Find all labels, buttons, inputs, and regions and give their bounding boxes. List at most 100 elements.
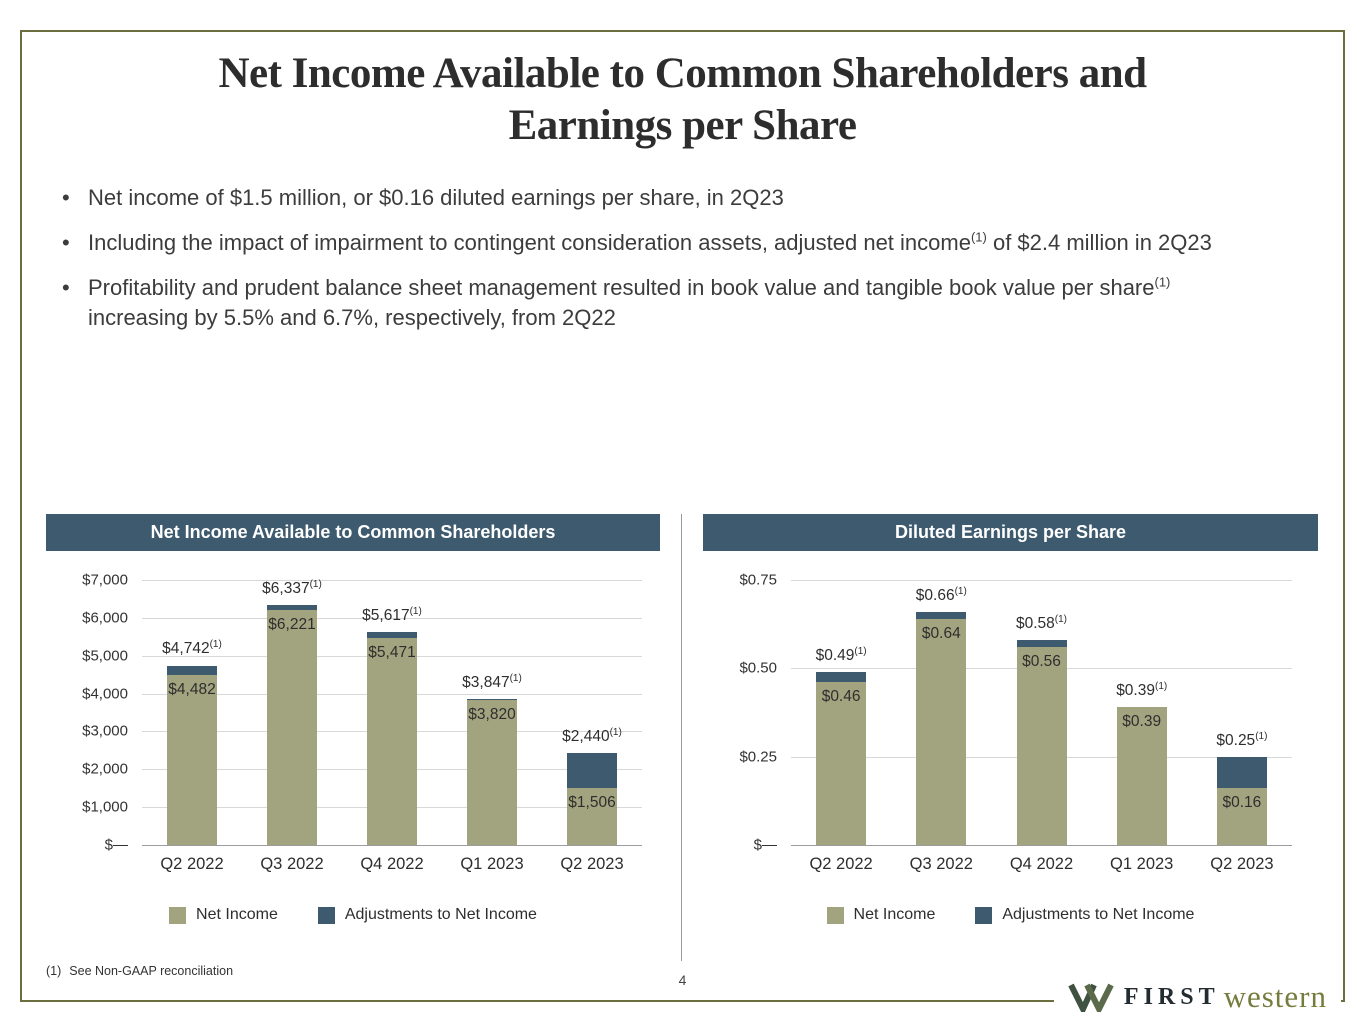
footnote-marker: (1) [854,645,867,657]
adjustments-segment [1216,756,1267,789]
category-label: Q3 2022 [260,855,324,873]
category-label: Q3 2022 [909,855,973,873]
footnote-marker: (1) [1154,274,1171,290]
bullet-item: • Net income of $1.5 million, or $0.16 di… [62,183,1305,213]
bar-segment-label: $0.56 [1022,653,1061,671]
bar-segment-label: $3,820 [468,706,516,724]
category-label: Q2 2023 [1210,855,1274,873]
net-income-chart: $7,000 $6,000 $5,000 $4,000 $3,000 $2,000 $1,0… [46,551,660,903]
charts-row: Net Income Available to Common Sharehold… [46,514,1318,961]
net-income-chart-title: Net Income Available to Common Sharehold… [46,514,660,551]
net-income-chart-panel: Net Income Available to Common Sharehold… [46,514,660,961]
net-income-segment [916,618,967,845]
bullet-dot-icon: • [62,274,70,300]
legend-label: Adjustments to Net Income [1002,906,1195,923]
footnote-marker: (1) [309,578,322,590]
footnote-marker: (1) [46,964,62,978]
legend-swatch [317,906,335,924]
adjustments-segment [267,605,317,610]
bar-segment-label: $0.64 [921,624,961,642]
net-income-segment [1116,707,1167,845]
adjustments-segment [567,752,617,788]
bar-total-label: $3,847(1) [462,673,522,692]
bar-segment-label: $0.16 [1222,794,1262,812]
gridline [142,845,642,846]
bars-container: $0.49(1) $0.46 Q2 2022 $0.66(1) $0.64 Q3 2022… [791,580,1292,873]
gridline [791,580,1292,581]
bar-stack [1116,707,1167,845]
bar-total-label: $0.49(1) [815,645,867,664]
adjustments-segment [467,699,517,701]
bar-segment-label: $4,482 [168,681,216,699]
logo-text-western: western [1223,979,1327,1014]
bar-total-label: $6,337(1) [262,578,322,598]
net-income-plot-area: $7,000 $6,000 $5,000 $4,000 $3,000 $2,000 $1,0… [82,572,642,873]
bar-slot: $4,742(1) $4,482 Q2 2022 [142,580,242,873]
page-title-line-1: Net Income Available to Common Sharehold… [218,50,1147,97]
bullet-list: • Net income of $1.5 million, or $0.16 di… [62,183,1305,333]
footnote-marker: (1) [409,606,422,618]
gridline [791,845,1292,846]
y-axis-tick-label: $0.75 [739,571,777,589]
page-number: 4 [678,972,687,988]
footnote-marker: (1) [209,639,222,651]
legend-item: Net Income [826,906,936,924]
bullet-text: Profitability and prudent balance sheet … [88,274,1171,330]
footnote-marker: (1) [1154,681,1168,693]
logo-text-first: FIRST [1123,983,1220,1010]
bar-total-label: $4,742(1) [162,639,222,658]
panel-divider [681,514,682,961]
legend-swatch [826,906,844,924]
bar-slot: $0.39(1) $0.39 Q1 2023 [1092,580,1192,873]
footnote: (1) See Non-GAAP reconciliation [46,964,233,978]
bar-total-label: $5,617(1) [362,606,422,625]
gridline [142,617,642,619]
y-axis-tick-label: $3,000 [82,722,128,740]
first-western-logo: FIRST western [1053,973,1341,1020]
footnote-marker: (1) [1054,613,1068,625]
net-income-segment [816,682,867,845]
legend-item: Net Income [169,906,278,924]
bar-stack [1216,756,1267,845]
footnote-marker: (1) [509,673,522,685]
legend-item: Adjustments to Net Income [975,906,1194,924]
legend-swatch [169,906,187,924]
bullet-text: Net income of $1.5 million, or $0.16 dil… [88,184,784,210]
footnote-marker: (1) [970,229,987,245]
y-axis-tick-label: $1,000 [82,798,128,816]
footnote-text: See Non-GAAP reconciliation [69,964,234,978]
y-axis-tick-label: $7,000 [82,571,128,589]
eps-plot-area: $0.75 $0.50 $0.25 $— $0.49(1) $0.46 Q2 2022 $0.… [739,572,1292,873]
bar-stack [367,632,417,845]
adjustments-segment [367,632,417,638]
bar-slot: $0.49(1) $0.46 Q2 2022 [791,580,891,873]
net-income-segment [1216,788,1267,845]
legend-label: Net Income [853,906,936,923]
y-axis-tick-label: $— [104,836,128,854]
footnote-marker: (1) [609,726,622,738]
bar-segment-label: $5,471 [368,643,416,661]
bar-total-label: $0.58(1) [1015,613,1068,633]
bar-slot: $3,847(1) $3,820 Q1 2023 [442,580,542,873]
bar-stack [267,605,317,845]
category-label: Q4 2022 [1009,855,1074,873]
adjustments-segment [916,611,967,619]
category-label: Q2 2022 [809,855,873,873]
net-income-segment [367,637,417,845]
bar-segment-label: $1,506 [568,794,616,811]
bar-stack [816,671,867,845]
bar-slot: $6,337(1) $6,221 Q3 2022 [242,578,342,873]
eps-chart-title: Diluted Earnings per Share [703,514,1318,551]
gridline [142,580,642,581]
bar-total-label: $0.39(1) [1116,681,1168,700]
bullet-text: Including the impact of impairment to co… [88,229,1212,255]
category-label: Q1 2023 [1110,855,1174,873]
net-income-segment [167,675,217,845]
net-income-chart-legend: Net Income Adjustments to Net Income [46,906,660,924]
category-label: Q1 2023 [460,855,524,873]
bar-slot: $0.25(1) $0.16 Q2 2023 [1192,580,1292,873]
overlapping-w-mark-icon [1068,982,1114,1012]
y-axis-tick-label: $0.50 [739,659,777,677]
bar-slot: $0.66(1) $0.64 Q3 2022 [891,580,991,873]
